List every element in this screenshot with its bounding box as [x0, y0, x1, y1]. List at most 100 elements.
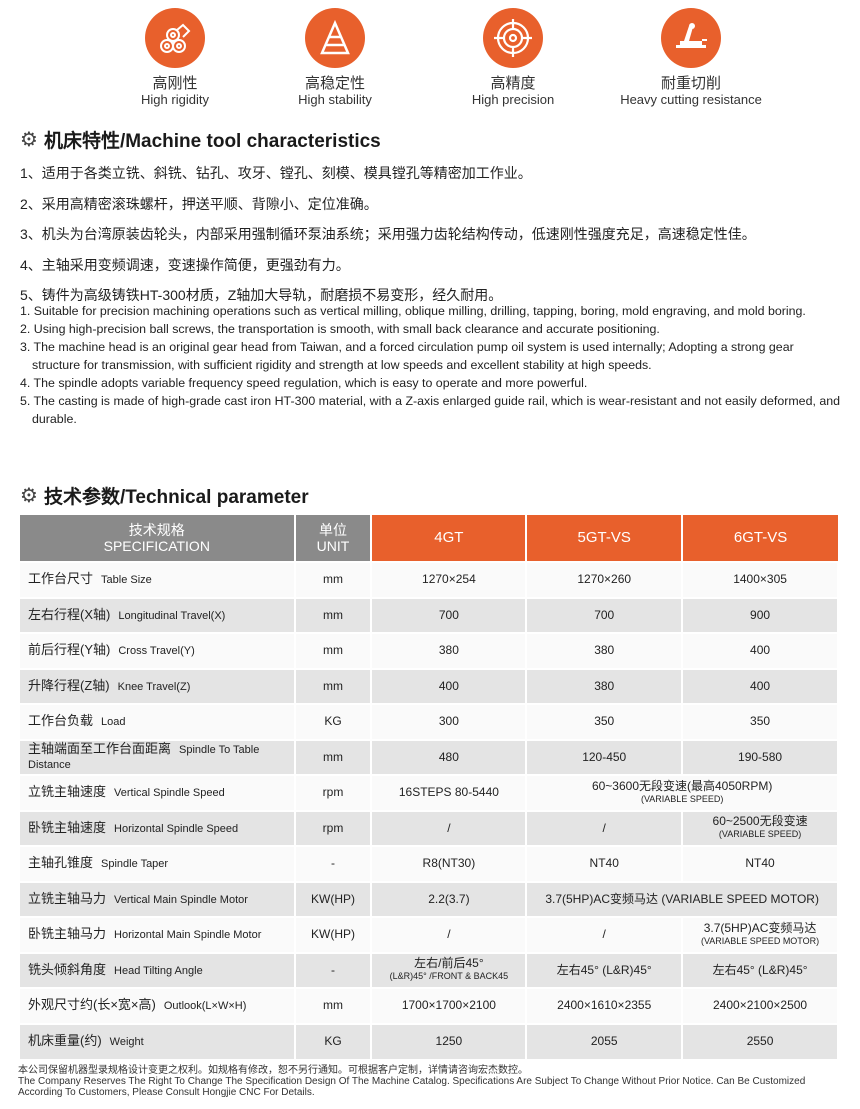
param-value: 1250 — [371, 1022, 528, 1059]
param-value: 350 — [682, 703, 839, 740]
param-name: 升降行程(Z轴) Knee Travel(Z) — [20, 667, 296, 704]
section-title-characteristics: ⚙ 机床特性/Machine tool characteristics — [20, 129, 381, 152]
param-name: 前后行程(Y轴) Cross Travel(Y) — [20, 632, 296, 669]
pyramid-icon — [305, 8, 365, 68]
list-item: 3. The machine head is an original gear … — [20, 340, 794, 372]
param-name: 立铣主轴速度 Vertical Spindle Speed — [20, 774, 296, 811]
param-value: 60~2500无段变速 (VARIABLE SPEED) — [682, 809, 839, 846]
param-unit: mm — [294, 561, 373, 598]
param-unit: mm — [294, 596, 373, 633]
table-row: 卧铣主轴速度 Horizontal Spindle Speed rpm //60~25… — [20, 809, 839, 846]
list-item: 4、主轴采用变频调速，变速操作简便，更强劲有力。 — [20, 256, 350, 273]
param-value: 380 — [526, 667, 684, 704]
param-unit: KG — [294, 1022, 373, 1059]
feature-heavy-cutting: 耐重切削 Heavy cutting resistance — [611, 8, 771, 107]
param-value: 190-580 — [682, 738, 839, 775]
table-row: 立铣主轴速度 Vertical Spindle Speed rpm 16STEPS 8… — [20, 774, 839, 811]
param-value: NT40 — [682, 845, 839, 882]
list-item: 2、采用高精密滚珠螺杆，押送平顺、背隙小、定位准确。 — [20, 195, 378, 212]
list-item: 3、机头为台湾原装齿轮头，内部采用强制循环泵油系统；采用强力齿轮结构传动，低速刚… — [20, 226, 756, 242]
gear-icon: ⚙ — [20, 485, 38, 507]
param-unit: KW(HP) — [294, 880, 373, 917]
table-row: 机床重量(约) Weight KG 1250 2055 2550 — [20, 1022, 839, 1059]
characteristics-cn-list: 1、适用于各类立铣、斜铣、钻孔、攻牙、镗孔、刻模、模具镗孔等精密加工作业。 2、… — [20, 158, 756, 311]
table-row: 立铣主轴马力 Vertical Main Spindle Motor KW(HP) 2… — [20, 880, 839, 917]
section-title-parameters: ⚙ 技术参数/Technical parameter — [20, 485, 309, 508]
param-value: / — [526, 809, 684, 846]
param-value: 2400×1610×2355 — [526, 987, 684, 1024]
param-unit: - — [294, 951, 373, 988]
feature-high-rigidity: 高刚性 High rigidity — [95, 8, 255, 107]
gear-icon: ⚙ — [20, 129, 38, 151]
param-value: R8(NT30) — [371, 845, 528, 882]
param-value: 380 — [371, 632, 528, 669]
table-row: 工作台尺寸 Table Size mm 1270×254 1270×260 1400×30… — [20, 561, 839, 598]
table-row: 卧铣主轴马力 Horizontal Main Spindle Motor KW(HP… — [20, 916, 839, 953]
param-name: 外观尺寸约(长×宽×高) Outlook(L×W×H) — [20, 987, 296, 1024]
param-unit: - — [294, 845, 373, 882]
param-value: 350 — [526, 703, 684, 740]
param-name: 立铣主轴马力 Vertical Main Spindle Motor — [20, 880, 296, 917]
param-value: 3.7(5HP)AC变频马达 (VARIABLE SPEED MOTOR) — [682, 916, 839, 953]
list-item: 5、铸件为高级铸铁HT-300材质，Z轴加大导轨，耐磨损不易变形，经久耐用。 — [20, 287, 503, 303]
param-name: 主轴孔锥度 Spindle Taper — [20, 845, 296, 882]
param-value: 2550 — [682, 1022, 839, 1059]
param-unit: mm — [294, 987, 373, 1024]
param-value: 左右45° (L&R)45° — [682, 951, 839, 988]
disclaimer: 本公司保留机器型录规格设计变更之权利。如规格有修改，恕不另行通知。可根据客户定制… — [18, 1065, 806, 1098]
param-value: / — [371, 916, 528, 953]
param-name: 卧铣主轴马力 Horizontal Main Spindle Motor — [20, 916, 296, 953]
param-value: 60~3600无段变速(最高4050RPM) (VARIABLE SPEED) — [526, 774, 839, 811]
param-value: 480 — [371, 738, 528, 775]
table-row: 升降行程(Z轴) Knee Travel(Z) mm 400 380 400 — [20, 667, 839, 704]
param-name: 机床重量(约) Weight — [20, 1022, 296, 1059]
param-name: 卧铣主轴速度 Horizontal Spindle Speed — [20, 809, 296, 846]
header-unit: 单位 UNIT — [294, 515, 373, 562]
param-value: 1270×254 — [371, 561, 528, 598]
param-value: 2.2(3.7) — [371, 880, 528, 917]
param-value: 1400×305 — [682, 561, 839, 598]
param-value: 400 — [371, 667, 528, 704]
param-unit: rpm — [294, 809, 373, 846]
param-unit: mm — [294, 667, 373, 704]
param-value: 3.7(5HP)AC变频马达 (VARIABLE SPEED MOTOR) — [526, 880, 839, 917]
param-unit: mm — [294, 738, 373, 775]
param-value: / — [371, 809, 528, 846]
table-row: 主轴端面至工作台面距离 Spindle To Table Distance mm 48… — [20, 738, 839, 775]
param-value: 900 — [682, 596, 839, 633]
characteristics-en-list: 1. Suitable for precision machining oper… — [20, 302, 845, 428]
list-item: 2. Using high-precision ball screws, the… — [20, 322, 660, 336]
param-value: 700 — [371, 596, 528, 633]
param-value: 1700×1700×2100 — [371, 987, 528, 1024]
feature-high-precision: 高精度 High precision — [433, 8, 593, 107]
param-value: 400 — [682, 632, 839, 669]
list-item: 1. Suitable for precision machining oper… — [20, 304, 806, 318]
table-header: 技术规格 SPECIFICATION 单位 UNIT 4GT 5GT-VS 6GT-… — [20, 515, 838, 562]
feature-icons: 高刚性 High rigidity 高稳定性 High stability 高精… — [0, 8, 860, 128]
header-model: 5GT-VS — [526, 515, 684, 562]
header-spec: 技术规格 SPECIFICATION — [20, 515, 296, 562]
table-row: 铣头倾斜角度 Head Tilting Angle - 左右/前后45° (L&R)45… — [20, 951, 839, 988]
param-value: 左右/前后45° (L&R)45° /FRONT & BACK45 — [371, 951, 528, 988]
param-unit: KW(HP) — [294, 916, 373, 953]
list-item: 4. The spindle adopts variable frequency… — [20, 376, 588, 390]
param-unit: mm — [294, 632, 373, 669]
param-name: 主轴端面至工作台面距离 Spindle To Table Distance — [20, 738, 296, 775]
table-row: 左右行程(X轴) Longitudinal Travel(X) mm 700 700 90… — [20, 596, 839, 633]
param-name: 工作台尺寸 Table Size — [20, 561, 296, 598]
param-value: 400 — [682, 667, 839, 704]
param-value: 2055 — [526, 1022, 684, 1059]
param-unit: KG — [294, 703, 373, 740]
param-value: 1270×260 — [526, 561, 684, 598]
list-item: 1、适用于各类立铣、斜铣、钻孔、攻牙、镗孔、刻模、模具镗孔等精密加工作业。 — [20, 165, 532, 181]
table-row: 外观尺寸约(长×宽×高) Outlook(L×W×H) mm 1700×1700×21… — [20, 987, 839, 1024]
table-row: 主轴孔锥度 Spindle Taper - R8(NT30) NT40 NT40 — [20, 845, 839, 882]
param-value: NT40 — [526, 845, 684, 882]
param-value: 700 — [526, 596, 684, 633]
param-value: 2400×2100×2500 — [682, 987, 839, 1024]
param-value: 16STEPS 80-5440 — [371, 774, 528, 811]
header-model: 6GT-VS — [682, 515, 838, 562]
param-value: 300 — [371, 703, 528, 740]
param-name: 工作台负载 Load — [20, 703, 296, 740]
param-unit: rpm — [294, 774, 373, 811]
